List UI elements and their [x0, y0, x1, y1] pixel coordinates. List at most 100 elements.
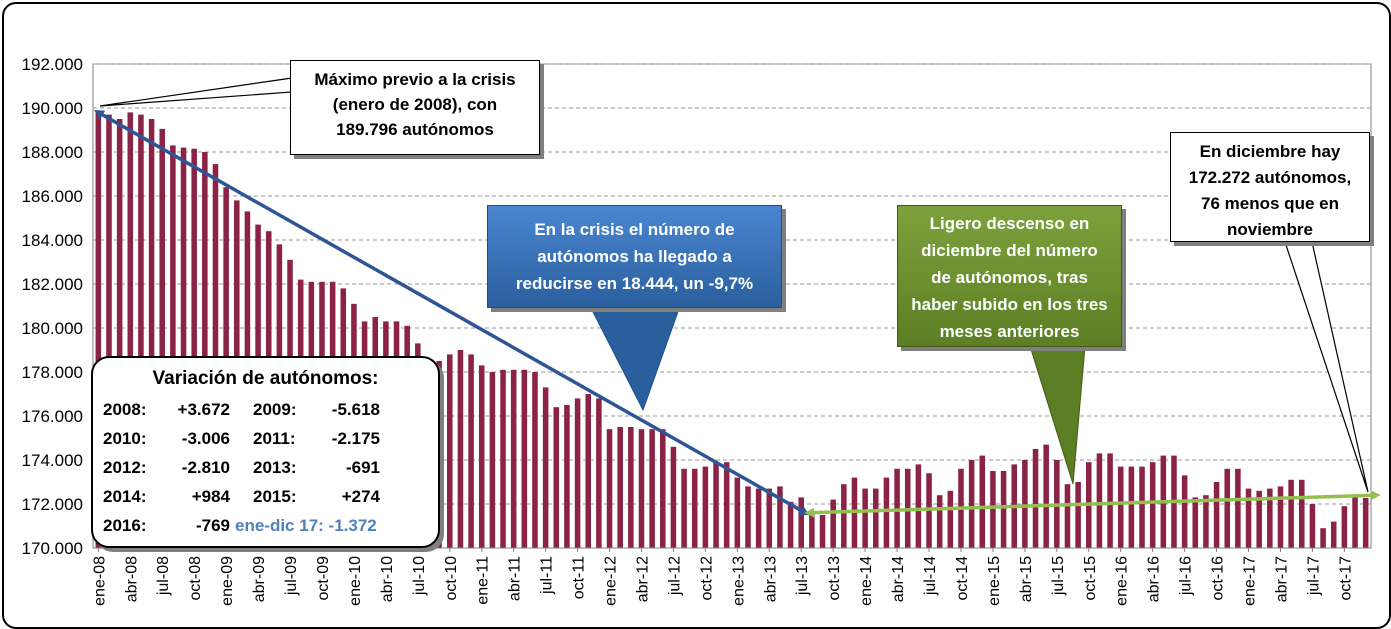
x-tick-label: ene-13	[730, 556, 747, 606]
x-tick-label: ene-15	[986, 556, 1003, 606]
bar	[1128, 466, 1135, 548]
bar	[947, 490, 954, 548]
bar	[468, 354, 474, 548]
bar	[755, 488, 762, 548]
slight-decrease-callout: Ligero descenso en diciembre del número …	[897, 205, 1122, 347]
y-tick-label: 172.000	[22, 495, 83, 514]
bar	[532, 372, 538, 548]
variation-year: 2010:	[103, 429, 147, 448]
x-tick-label: oct-09	[315, 556, 332, 601]
bar	[883, 477, 890, 548]
variation-year: 2011:	[253, 429, 296, 448]
bar	[1267, 488, 1273, 548]
bar	[1075, 482, 1081, 548]
bar	[521, 369, 528, 548]
x-tick-label: oct-14	[954, 556, 971, 601]
bar	[1277, 486, 1284, 548]
variation-value: +3.672	[177, 400, 230, 419]
bar	[691, 468, 698, 548]
bar	[745, 486, 751, 548]
variation-value: -5.618	[331, 400, 380, 419]
y-tick-label: 180.000	[22, 319, 83, 338]
slight-decrease-callout-line: Ligero descenso en	[929, 214, 1090, 233]
x-tick-label: ene-10	[347, 556, 364, 606]
bar	[638, 429, 645, 548]
x-tick-label: jul-16	[1178, 556, 1195, 596]
bar	[1330, 521, 1337, 548]
bar	[1117, 466, 1124, 548]
slight-decrease-callout-line: haber subido en los tres	[911, 295, 1108, 314]
bar	[1022, 460, 1028, 548]
bar	[830, 499, 836, 548]
y-tick-label: 178.000	[22, 363, 83, 382]
bar	[1032, 449, 1039, 548]
bar	[1149, 462, 1156, 548]
bar	[1107, 453, 1113, 548]
bar	[478, 365, 485, 548]
x-tick-label: abr-13	[762, 556, 779, 602]
bar	[723, 462, 730, 548]
bar	[702, 466, 709, 548]
bar	[809, 512, 815, 548]
variation-value: -2.810	[181, 458, 230, 477]
bar	[489, 372, 496, 548]
bar	[1288, 479, 1294, 548]
bar	[660, 429, 666, 548]
x-tick-label: jul-13	[794, 556, 811, 596]
x-tick-label: jul-09	[283, 556, 300, 596]
crisis-callout-line: reducirse en 18.444, un -9,7%	[515, 274, 754, 293]
x-tick-label: oct-15	[1082, 556, 1099, 601]
max-callout-pointer	[99, 77, 293, 107]
x-tick-label: oct-13	[826, 556, 843, 601]
bar	[1341, 506, 1348, 548]
bar	[628, 427, 634, 548]
crisis-callout-line: autónomos ha llegado a	[537, 247, 732, 266]
bar	[606, 429, 613, 548]
bar	[1000, 471, 1007, 548]
bar	[1139, 466, 1145, 548]
bar	[596, 398, 602, 548]
crisis-callout: En la crisis el número de autónomos ha l…	[487, 205, 782, 308]
variation-year: 2008:	[103, 400, 147, 419]
variation-current-year: ene-dic 17: -1.372	[235, 516, 377, 535]
x-tick-label: jul-08	[155, 556, 172, 596]
variation-year: 2016:	[103, 516, 147, 535]
variation-year: 2009:	[253, 400, 297, 419]
y-tick-label: 176.000	[22, 407, 83, 426]
bar	[819, 515, 826, 548]
x-tick-label: jul-15	[1050, 556, 1067, 596]
crisis-callout-line: En la crisis el número de	[534, 220, 735, 239]
max-callout-line: (enero de 2008), con	[332, 95, 498, 114]
bar	[766, 488, 773, 548]
bar	[873, 488, 879, 548]
y-tick-label: 170.000	[22, 539, 83, 558]
recent-arrow	[804, 490, 1381, 518]
bar	[1245, 488, 1252, 548]
x-tick-label: jul-17	[1305, 556, 1322, 596]
y-tick-label: 182.000	[22, 275, 83, 294]
variation-value: -3.006	[181, 429, 230, 448]
variation-value: -2.175	[331, 429, 380, 448]
x-tick-label: oct-11	[571, 556, 588, 599]
x-tick-label: jul-14	[922, 556, 939, 596]
y-tick-label: 174.000	[22, 451, 83, 470]
bar	[1064, 484, 1071, 548]
x-tick-label: ene-17	[1242, 556, 1259, 606]
bar	[713, 462, 719, 548]
bar	[617, 427, 623, 548]
bar	[1224, 468, 1230, 548]
x-tick-label: abr-15	[1018, 556, 1035, 602]
variation-value: +984	[191, 487, 230, 506]
bar	[915, 464, 922, 548]
bar	[1181, 475, 1188, 548]
variation-year: 2013:	[253, 458, 297, 477]
december-callout-line: 76 menos que en	[1201, 194, 1339, 213]
bar	[1352, 496, 1358, 548]
december-callout-pointer	[1284, 241, 1369, 493]
bar	[1043, 444, 1049, 548]
bar	[447, 354, 453, 548]
bar	[862, 488, 868, 548]
bar	[936, 495, 943, 548]
december-callout-line: En diciembre hay	[1199, 142, 1341, 161]
bar	[841, 484, 847, 548]
